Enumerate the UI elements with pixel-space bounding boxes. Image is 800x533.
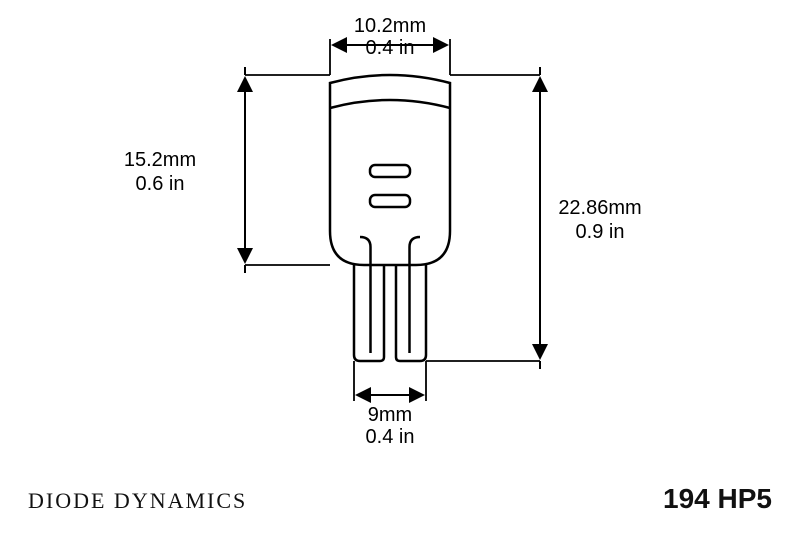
dim-total-height-mm: 22.86mm — [558, 197, 641, 219]
dim-total-height-in: 0.9 in — [576, 221, 625, 243]
footer-bar: DIODE DYNAMICS 194 HP5 — [0, 483, 800, 515]
dim-top-width-in: 0.4 in — [366, 37, 415, 59]
dim-base-width-in: 0.4 in — [366, 426, 415, 448]
brand-text: DIODE DYNAMICS — [28, 488, 247, 514]
dim-body-height-mm: 15.2mm — [124, 149, 196, 171]
model-text: 194 HP5 — [663, 483, 772, 515]
dim-body-height-in: 0.6 in — [136, 173, 185, 195]
dimension-diagram: 10.2mm0.4 in15.2mm0.6 in22.86mm0.9 in9mm… — [0, 0, 800, 480]
dim-top-width-mm: 10.2mm — [354, 15, 426, 37]
dim-base-width-mm: 9mm — [368, 404, 412, 426]
